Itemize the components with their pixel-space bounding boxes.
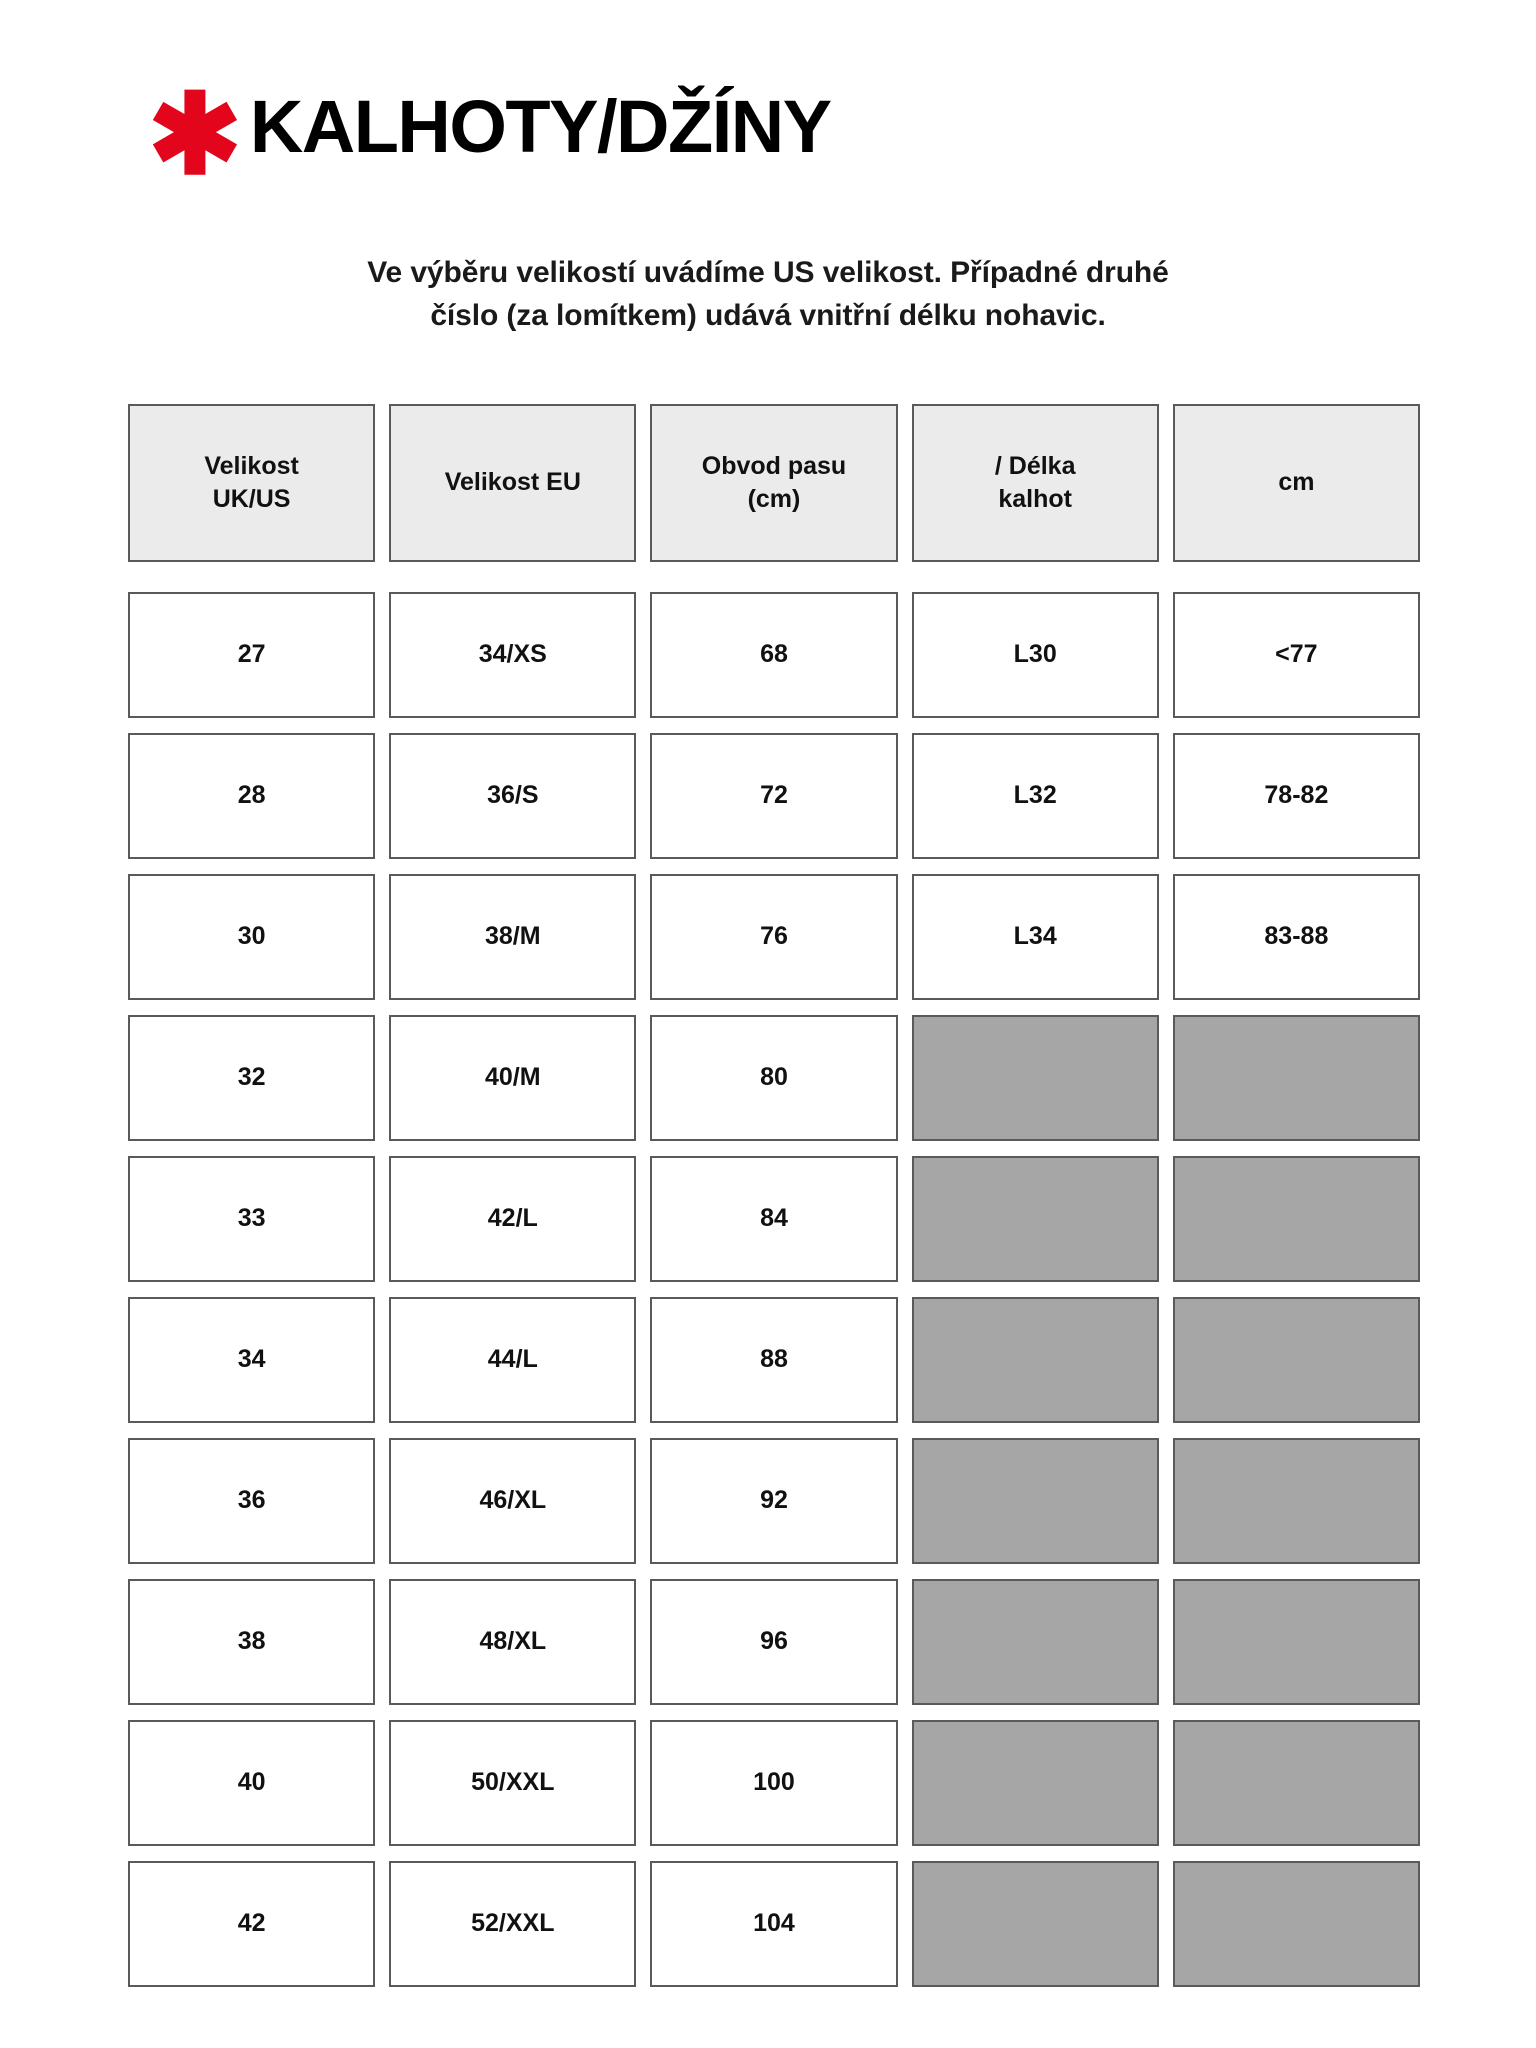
cell-cm [1172, 1720, 1420, 1846]
cell-uk-us: 28 [128, 733, 376, 859]
size-table: Velikost UK/US Velikost EU Obvod pasu (c… [128, 404, 1420, 1987]
table-row: 27 34/XS 68 L30 <77 [128, 592, 1420, 718]
cell-uk-us: 32 [128, 1015, 376, 1141]
column-header-uk-us: Velikost UK/US [128, 404, 376, 562]
page-header: ✱ KALHOTY/DŽÍNY [0, 72, 1536, 197]
cell-uk-us: 36 [128, 1438, 376, 1564]
cell-length [911, 1015, 1159, 1141]
cell-waist: 72 [650, 733, 898, 859]
column-header-uk-us-line-2: UK/US [212, 485, 291, 513]
cell-waist: 92 [650, 1438, 898, 1564]
column-header-eu: Velikost EU [389, 404, 637, 562]
cell-eu: 48/XL [389, 1579, 637, 1705]
cell-cm: 83-88 [1172, 874, 1420, 1000]
column-header-waist-line-2: (cm) [747, 485, 801, 513]
table-row: 40 50/XXL 100 [128, 1720, 1420, 1846]
table-row: 36 46/XL 92 [128, 1438, 1420, 1564]
cell-length [911, 1579, 1159, 1705]
cell-uk-us: 33 [128, 1156, 376, 1282]
cell-uk-us: 42 [128, 1861, 376, 1987]
cell-cm [1172, 1861, 1420, 1987]
column-header-cm-line-1: cm [1278, 468, 1315, 497]
cell-uk-us: 40 [128, 1720, 376, 1846]
cell-waist: 76 [650, 874, 898, 1000]
cell-eu: 50/XXL [389, 1720, 637, 1846]
subtitle-line-1: Ve výběru velikostí uvádíme US velikost.… [367, 256, 1169, 289]
page-title: KALHOTY/DŽÍNY [249, 84, 832, 168]
column-header-length-line-2: kalhot [998, 485, 1072, 513]
cell-waist: 84 [650, 1156, 898, 1282]
column-header-cm: cm [1172, 404, 1420, 562]
table-row: 32 40/M 80 [128, 1015, 1420, 1141]
cell-cm [1172, 1156, 1420, 1282]
column-header-eu-line-1: Velikost EU [444, 468, 581, 497]
cell-cm: <77 [1172, 592, 1420, 718]
table-row: 33 42/L 84 [128, 1156, 1420, 1282]
cell-uk-us: 27 [128, 592, 376, 718]
cell-cm [1172, 1438, 1420, 1564]
column-header-waist: Obvod pasu (cm) [650, 404, 898, 562]
cell-cm: 78-82 [1172, 733, 1420, 859]
cell-cm [1172, 1579, 1420, 1705]
column-header-waist-line-1: Obvod pasu [701, 451, 847, 480]
cell-cm [1172, 1297, 1420, 1423]
cell-eu: 44/L [389, 1297, 637, 1423]
table-row: 42 52/XXL 104 [128, 1861, 1420, 1987]
cell-length [911, 1720, 1159, 1846]
cell-length [911, 1297, 1159, 1423]
table-header-row: Velikost UK/US Velikost EU Obvod pasu (c… [128, 404, 1420, 562]
red-asterisk-icon: ✱ [148, 72, 242, 197]
cell-uk-us: 38 [128, 1579, 376, 1705]
cell-eu: 52/XXL [389, 1861, 637, 1987]
table-row: 34 44/L 88 [128, 1297, 1420, 1423]
page-subtitle: Ve výběru velikostí uvádíme US velikost.… [0, 252, 1536, 337]
cell-uk-us: 34 [128, 1297, 376, 1423]
cell-waist: 68 [650, 592, 898, 718]
table-row: 30 38/M 76 L34 83-88 [128, 874, 1420, 1000]
cell-eu: 42/L [389, 1156, 637, 1282]
cell-waist: 88 [650, 1297, 898, 1423]
column-header-length-line-1: / Délka [994, 451, 1076, 480]
cell-waist: 100 [650, 1720, 898, 1846]
cell-cm [1172, 1015, 1420, 1141]
cell-length: L34 [911, 874, 1159, 1000]
cell-waist: 104 [650, 1861, 898, 1987]
cell-uk-us: 30 [128, 874, 376, 1000]
cell-eu: 40/M [389, 1015, 637, 1141]
cell-length [911, 1438, 1159, 1564]
cell-length: L32 [911, 733, 1159, 859]
cell-waist: 80 [650, 1015, 898, 1141]
table-row: 38 48/XL 96 [128, 1579, 1420, 1705]
cell-eu: 34/XS [389, 592, 637, 718]
cell-length [911, 1861, 1159, 1987]
column-header-uk-us-line-1: Velikost [204, 451, 299, 480]
cell-length [911, 1156, 1159, 1282]
cell-eu: 38/M [389, 874, 637, 1000]
cell-length: L30 [911, 592, 1159, 718]
column-header-length: / Délka kalhot [911, 404, 1159, 562]
cell-waist: 96 [650, 1579, 898, 1705]
subtitle-line-2: číslo (za lomítkem) udává vnitřní délku … [430, 298, 1106, 332]
cell-eu: 36/S [389, 733, 637, 859]
table-row: 28 36/S 72 L32 78-82 [128, 733, 1420, 859]
cell-eu: 46/XL [389, 1438, 637, 1564]
